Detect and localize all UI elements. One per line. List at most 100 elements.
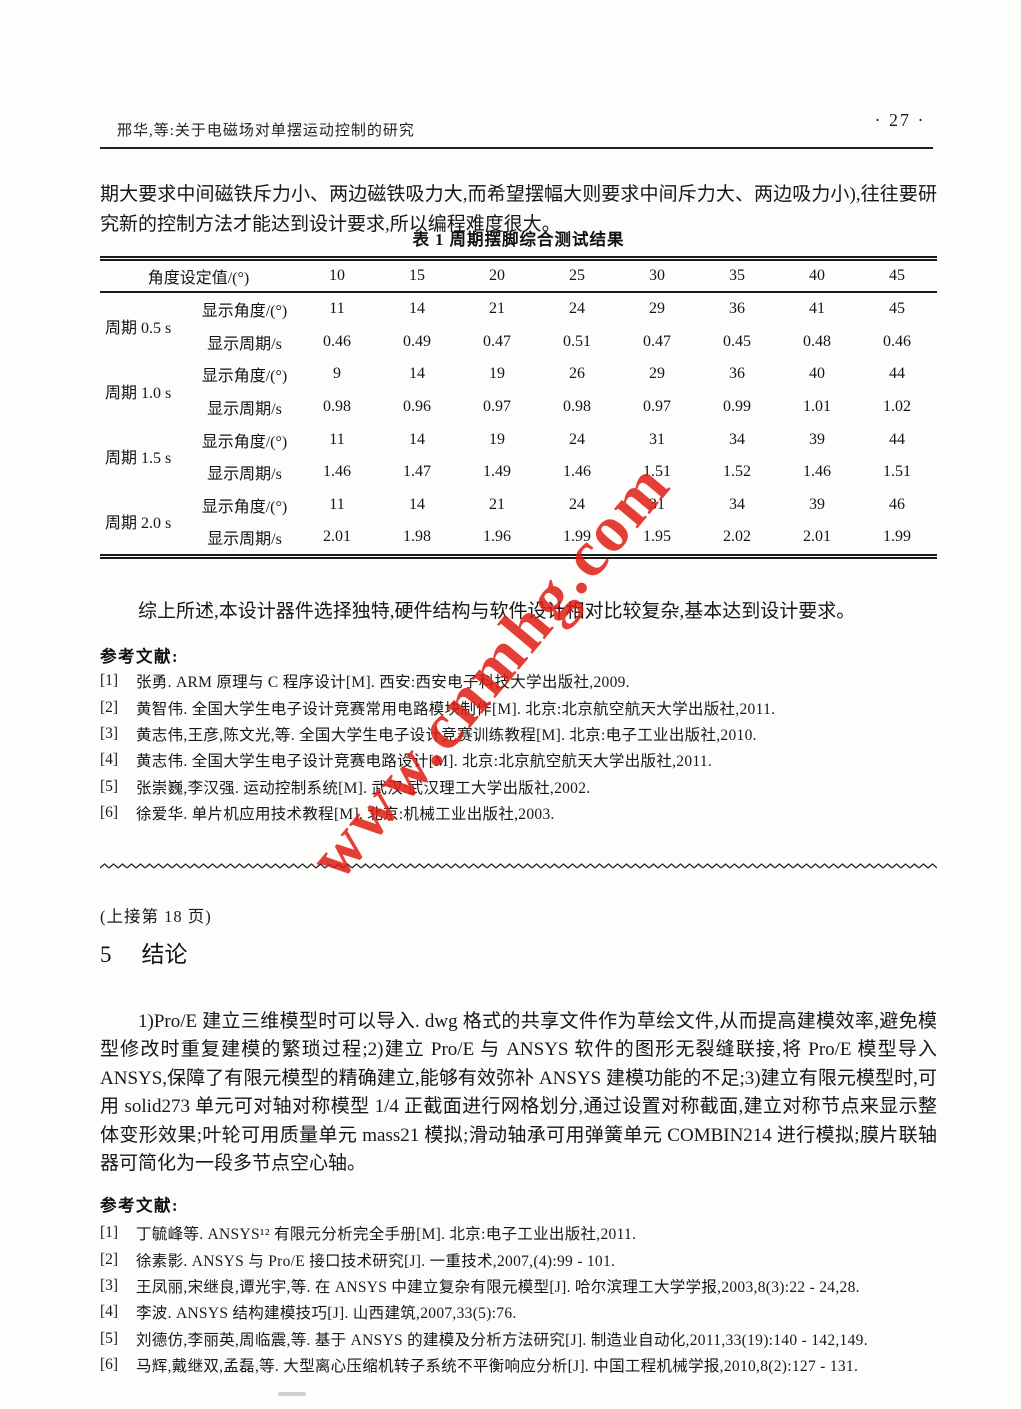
reference-list-2: [1] 丁毓峰等. ANSYS¹² 有限元分析完全手册[M]. 北京:电子工业出版… — [100, 1220, 960, 1378]
angle-setting-cell: 35 — [697, 261, 777, 293]
reference-text: 王凤丽,宋继良,谭光宇,等. 在 ANSYS 中建立复杂有限元模型[J]. 哈尔… — [136, 1278, 860, 1296]
value-cell: 1.51 — [883, 463, 911, 481]
reference-number: [4] — [100, 1303, 119, 1321]
metric-label-cell: 显示周期/s — [207, 335, 282, 353]
value-cell: 44 — [889, 365, 905, 383]
metric-label-cell: 显示周期/s — [207, 401, 282, 419]
reference-text: 黄智伟. 全国大学生电子设计竞赛常用电路模块制作[M]. 北京:北京航空航天大学… — [136, 700, 776, 718]
value-cell: 0.51 — [563, 332, 591, 350]
table-row: 显示周期/s 1.46 1.47 1.49 1.46 1.51 1.52 1.46 1.51 — [100, 456, 937, 489]
reference-number: [1] — [100, 672, 119, 690]
value-cell: 34 — [729, 495, 745, 513]
value-cell: 14 — [409, 430, 425, 448]
table-row: 周期 2.0 s 显示角度/(°) 11 14 21 24 31 34 39 46 — [100, 489, 937, 532]
value-cell: 1.02 — [883, 398, 911, 416]
value-cell: 1.46 — [803, 463, 831, 481]
value-cell: 1.96 — [483, 528, 511, 546]
value-cell: 0.96 — [403, 398, 431, 416]
section-heading: 5 结论 — [100, 938, 188, 972]
angle-setting-cell: 10 — [297, 261, 377, 293]
value-cell: 29 — [649, 300, 665, 318]
value-cell: 14 — [409, 300, 425, 318]
value-cell: 0.98 — [323, 398, 351, 416]
value-cell: 1.52 — [723, 463, 751, 481]
value-cell: 0.47 — [643, 332, 671, 350]
wavy-divider — [100, 861, 937, 871]
value-cell: 2.01 — [803, 528, 831, 546]
reference-number: [1] — [100, 1224, 119, 1242]
angle-setting-cell: 40 — [777, 261, 857, 293]
value-cell: 39 — [809, 495, 825, 513]
value-cell: 31 — [649, 495, 665, 513]
reference-number: [5] — [100, 777, 119, 795]
value-cell: 0.47 — [483, 332, 511, 350]
reference-text: 马辉,戴继双,孟磊,等. 大型离心压缩机转子系统不平衡响应分析[J]. 中国工程… — [136, 1358, 859, 1376]
metric-label-cell: 显示周期/s — [207, 466, 282, 484]
value-cell: 0.97 — [643, 398, 671, 416]
reference-item: [5] 刘德仿,李丽英,周临震,等. 基于 ANSYS 的建模及分析方法研究[J]… — [100, 1326, 960, 1352]
reference-item: [6] 马辉,戴继双,孟磊,等. 大型离心压缩机转子系统不平衡响应分析[J]. 中… — [100, 1352, 960, 1378]
reference-number: [2] — [100, 698, 119, 716]
value-cell: 41 — [809, 300, 825, 318]
angle-setting-cell: 15 — [377, 261, 457, 293]
value-cell: 1.99 — [563, 528, 591, 546]
table-row: 周期 1.5 s 显示角度/(°) 11 14 19 24 31 34 39 44 — [100, 423, 937, 467]
value-cell: 44 — [889, 430, 905, 448]
continuation-note: (上接第 18 页) — [100, 907, 212, 926]
value-cell: 0.45 — [723, 332, 751, 350]
reference-item: [1] 张勇. ARM 原理与 C 程序设计[M]. 西安:西安电子科技大学出版社… — [100, 668, 960, 694]
reference-number: [3] — [100, 724, 119, 742]
table-row: 显示周期/s 2.01 1.98 1.96 1.99 1.95 2.02 2.01 1.99 — [100, 521, 937, 554]
value-cell: 0.46 — [323, 332, 351, 350]
reference-number: [6] — [100, 1356, 119, 1374]
reference-item: [5] 张崇巍,李汉强. 运动控制系统[M]. 武汉:武汉理工大学出版社,2002… — [100, 774, 960, 800]
reference-item: [3] 黄志伟,王彦,陈文光,等. 全国大学生电子设计竞赛训练教程[M]. 北京:… — [100, 721, 960, 747]
section-number: 5 — [100, 942, 112, 967]
metric-label-cell: 显示角度/(°) — [201, 368, 288, 386]
value-cell: 0.48 — [803, 332, 831, 350]
value-cell: 1.01 — [803, 398, 831, 416]
period-group-label: 周期 1.0 s — [105, 384, 172, 402]
value-cell: 11 — [329, 495, 345, 513]
reference-text: 刘德仿,李丽英,周临震,等. 基于 ANSYS 的建模及分析方法研究[J]. 制… — [136, 1331, 868, 1349]
test-results-table: 角度设定值/(°) 10 15 20 25 30 35 40 45 周期 0.5 s 显示角度/… — [100, 261, 937, 554]
value-cell: 34 — [729, 430, 745, 448]
reference-text: 黄志伟. 全国大学生电子设计竞赛电路设计[M]. 北京:北京航空航天大学出版社,… — [136, 753, 713, 771]
metric-label-cell: 显示角度/(°) — [201, 498, 288, 516]
summary-paragraph: 综上所述,本设计器件选择独特,硬件结构与软件设计相对比较复杂,基本达到设计要求。 — [138, 601, 856, 622]
value-cell: 9 — [333, 365, 341, 383]
references-heading-1: 参考文献: — [100, 647, 179, 666]
value-cell: 1.99 — [883, 528, 911, 546]
reference-number: [4] — [100, 751, 119, 769]
value-cell: 11 — [329, 430, 345, 448]
reference-number: [2] — [100, 1250, 119, 1268]
value-cell: 24 — [569, 300, 585, 318]
value-cell: 0.98 — [563, 398, 591, 416]
value-cell: 1.51 — [643, 463, 671, 481]
angle-setting-cell: 45 — [857, 261, 937, 293]
reference-list-1: [1] 张勇. ARM 原理与 C 程序设计[M]. 西安:西安电子科技大学出版社… — [100, 668, 960, 826]
angle-setting-cell: 25 — [537, 261, 617, 293]
value-cell: 19 — [489, 430, 505, 448]
references-heading-2: 参考文献: — [100, 1196, 179, 1215]
reference-item: [2] 徐素影. ANSYS 与 Pro/E 接口技术研究[J]. 一重技术,20… — [100, 1246, 960, 1272]
intro-paragraph: 期大要求中间磁铁斥力小、两边磁铁吸力大,而希望摆幅大则要求中间斥力大、两边吸力小… — [100, 184, 937, 235]
value-cell: 1.49 — [483, 463, 511, 481]
reference-number: [6] — [100, 804, 119, 822]
section-title: 结论 — [141, 942, 188, 967]
reference-text: 徐爱华. 单片机应用技术教程[M]. 北京:机械工业出版社,2003. — [136, 806, 555, 824]
value-cell: 36 — [729, 365, 745, 383]
value-cell: 26 — [569, 365, 585, 383]
period-group-label: 周期 2.0 s — [105, 515, 172, 533]
value-cell: 1.98 — [403, 528, 431, 546]
table-title: 表 1 周期摆脚综合测试结果 — [412, 230, 625, 249]
period-group-label: 周期 0.5 s — [105, 319, 172, 337]
reference-text: 张崇巍,李汉强. 运动控制系统[M]. 武汉:武汉理工大学出版社,2002. — [136, 779, 591, 797]
value-cell: 1.46 — [323, 463, 351, 481]
table-row: 显示周期/s 0.46 0.49 0.47 0.51 0.47 0.45 0.48 0.46 — [100, 326, 937, 359]
reference-text: 黄志伟,王彦,陈文光,等. 全国大学生电子设计竞赛训练教程[M]. 北京:电子工… — [136, 726, 757, 744]
value-cell: 29 — [649, 365, 665, 383]
test-results-table-wrap: 角度设定值/(°) 10 15 20 25 30 35 40 45 周期 0.5 s 显示角度/… — [100, 256, 937, 559]
value-cell: 21 — [489, 495, 505, 513]
value-cell: 14 — [409, 365, 425, 383]
